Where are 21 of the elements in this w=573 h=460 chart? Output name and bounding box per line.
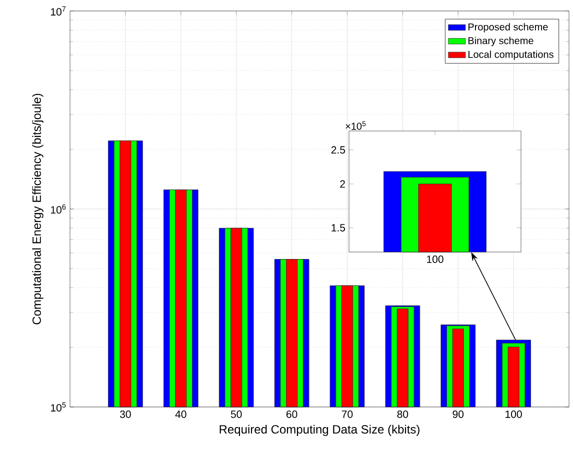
annotation: ×10$^{5}$ [346, 121, 366, 130]
y-tick-label: 10$^{7}$ [51, 6, 66, 16]
y-tick-label: 1.5 [332, 224, 346, 232]
legend-label: Local computations [468, 50, 554, 60]
x-tick-label: 40 [175, 410, 186, 418]
legend-label: Binary scheme [468, 36, 534, 46]
x-tick-label: 30 [120, 410, 131, 418]
y-tick-label: 10$^{6}$ [51, 204, 66, 214]
y-tick-label: 2 [340, 180, 345, 188]
legend-label: Proposed scheme [468, 23, 548, 32]
x-tick-label: 70 [342, 410, 353, 418]
y-axis-title: Computational Energy Efficiency (bits/joule) [32, 94, 44, 324]
x-tick-label: 90 [452, 410, 464, 418]
x-axis-title: Required Computing Data Size (kbits) [220, 424, 420, 436]
x-tick-label: 60 [286, 410, 298, 418]
x-tick-label: 80 [397, 410, 408, 418]
y-tick-label: 10$^{5}$ [51, 402, 66, 412]
x-tick-label: 100 [427, 256, 444, 263]
y-tick-label: 2.5 [331, 146, 346, 154]
x-tick-label: 50 [230, 410, 242, 418]
x-tick-label: 100 [506, 410, 522, 418]
